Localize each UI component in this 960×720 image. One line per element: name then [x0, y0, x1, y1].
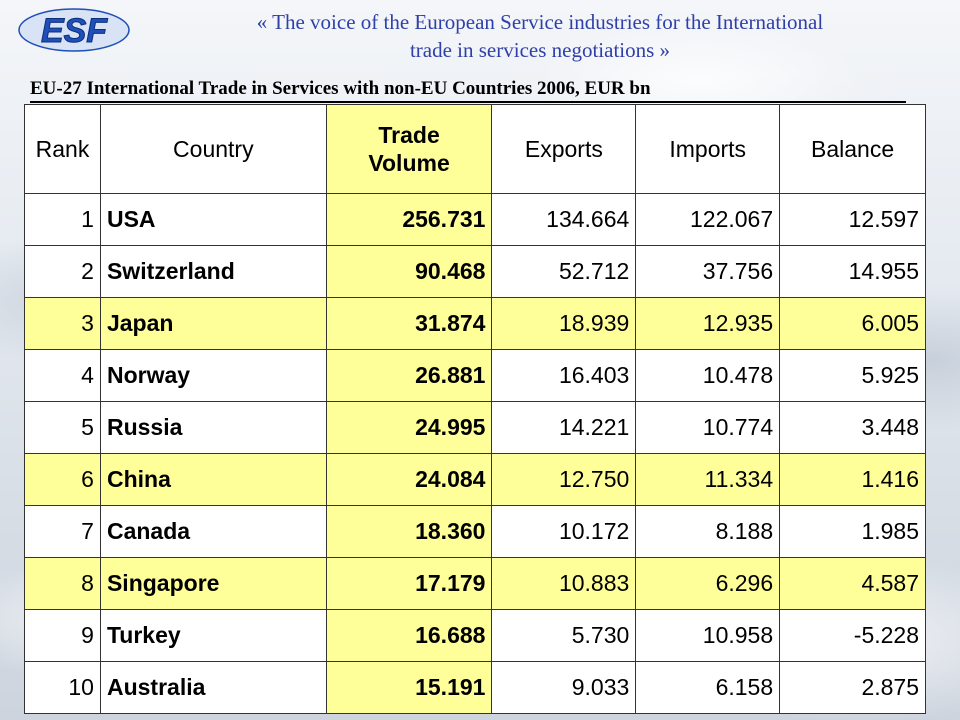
- trade-volume-cell: 16.688: [325, 609, 493, 662]
- trade-volume-cell: 26.881: [325, 349, 493, 402]
- rank-cell: 7: [24, 505, 101, 558]
- country-cell: Singapore: [99, 557, 327, 610]
- balance-cell: 5.925: [779, 349, 926, 402]
- page-title: EU-27 International Trade in Services wi…: [30, 78, 906, 103]
- exports-cell: 16.403: [491, 349, 637, 402]
- rank-cell: 9: [24, 609, 101, 662]
- imports-cell: 8.188: [635, 505, 781, 558]
- exports-cell: 18.939: [491, 297, 637, 350]
- trade-volume-cell: 256.731: [325, 193, 493, 246]
- table-row: 6 China 24.084 12.750 11.334 1.416: [24, 453, 926, 506]
- header-trade-volume-line-2: Volume: [368, 150, 450, 176]
- exports-cell: 52.712: [491, 245, 637, 298]
- country-cell: China: [99, 453, 327, 506]
- imports-cell: 11.334: [635, 453, 781, 506]
- imports-cell: 12.935: [635, 297, 781, 350]
- exports-cell: 12.750: [491, 453, 637, 506]
- table-row: 9 Turkey 16.688 5.730 10.958 -5.228: [24, 609, 926, 662]
- balance-cell: 2.875: [779, 661, 926, 714]
- exports-cell: 5.730: [491, 609, 637, 662]
- table-row: 2 Switzerland 90.468 52.712 37.756 14.955: [24, 245, 926, 298]
- trade-volume-cell: 24.995: [325, 401, 493, 454]
- balance-cell: 14.955: [779, 245, 926, 298]
- rank-cell: 10: [24, 661, 101, 714]
- trade-volume-cell: 17.179: [325, 557, 493, 610]
- country-cell: Norway: [99, 349, 327, 402]
- balance-cell: 1.985: [779, 505, 926, 558]
- rank-cell: 1: [24, 193, 101, 246]
- table-header-row: Rank Country Trade Volume Exports Import…: [24, 104, 926, 194]
- header-trade-volume-line-1: Trade: [378, 122, 440, 148]
- table-row: 8 Singapore 17.179 10.883 6.296 4.587: [24, 557, 926, 610]
- trade-table: Rank Country Trade Volume Exports Import…: [24, 104, 926, 714]
- balance-cell: 1.416: [779, 453, 926, 506]
- rank-cell: 8: [24, 557, 101, 610]
- tagline-line-2: trade in services negotiations »: [409, 38, 671, 62]
- rank-cell: 5: [24, 401, 101, 454]
- rank-cell: 6: [24, 453, 101, 506]
- exports-cell: 9.033: [491, 661, 637, 714]
- balance-cell: 3.448: [779, 401, 926, 454]
- exports-cell: 14.221: [491, 401, 637, 454]
- table-row: 7 Canada 18.360 10.172 8.188 1.985: [24, 505, 926, 558]
- header-exports: Exports: [491, 104, 637, 194]
- rank-cell: 4: [24, 349, 101, 402]
- imports-cell: 10.958: [635, 609, 781, 662]
- country-cell: Canada: [99, 505, 327, 558]
- table-row: 3 Japan 31.874 18.939 12.935 6.005: [24, 297, 926, 350]
- balance-cell: 4.587: [779, 557, 926, 610]
- country-cell: USA: [99, 193, 327, 246]
- country-cell: Turkey: [99, 609, 327, 662]
- rank-cell: 2: [24, 245, 101, 298]
- tagline-line-1: « The voice of the European Service indu…: [256, 10, 824, 34]
- trade-volume-cell: 31.874: [325, 297, 493, 350]
- balance-cell: 12.597: [779, 193, 926, 246]
- table-row: 4 Norway 26.881 16.403 10.478 5.925: [24, 349, 926, 402]
- country-cell: Switzerland: [99, 245, 327, 298]
- header-trade-volume: Trade Volume: [325, 104, 493, 194]
- trade-volume-cell: 18.360: [325, 505, 493, 558]
- header-country: Country: [99, 104, 327, 194]
- exports-cell: 10.883: [491, 557, 637, 610]
- imports-cell: 10.774: [635, 401, 781, 454]
- imports-cell: 122.067: [635, 193, 781, 246]
- tagline: « The voice of the European Service indu…: [150, 8, 930, 64]
- trade-volume-cell: 24.084: [325, 453, 493, 506]
- table-row: 10 Australia 15.191 9.033 6.158 2.875: [24, 661, 926, 714]
- table-row: 1 USA 256.731 134.664 122.067 12.597: [24, 193, 926, 246]
- balance-cell: -5.228: [779, 609, 926, 662]
- country-cell: Australia: [99, 661, 327, 714]
- table-row: 5 Russia 24.995 14.221 10.774 3.448: [24, 401, 926, 454]
- trade-volume-cell: 15.191: [325, 661, 493, 714]
- imports-cell: 10.478: [635, 349, 781, 402]
- imports-cell: 6.158: [635, 661, 781, 714]
- imports-cell: 6.296: [635, 557, 781, 610]
- country-cell: Japan: [99, 297, 327, 350]
- svg-text:ESF: ESF: [41, 12, 108, 50]
- trade-volume-cell: 90.468: [325, 245, 493, 298]
- exports-cell: 10.172: [491, 505, 637, 558]
- header-imports: Imports: [635, 104, 781, 194]
- header-balance: Balance: [779, 104, 926, 194]
- exports-cell: 134.664: [491, 193, 637, 246]
- country-cell: Russia: [99, 401, 327, 454]
- header-rank: Rank: [24, 104, 101, 194]
- esf-logo: ESF: [18, 8, 130, 52]
- rank-cell: 3: [24, 297, 101, 350]
- balance-cell: 6.005: [779, 297, 926, 350]
- imports-cell: 37.756: [635, 245, 781, 298]
